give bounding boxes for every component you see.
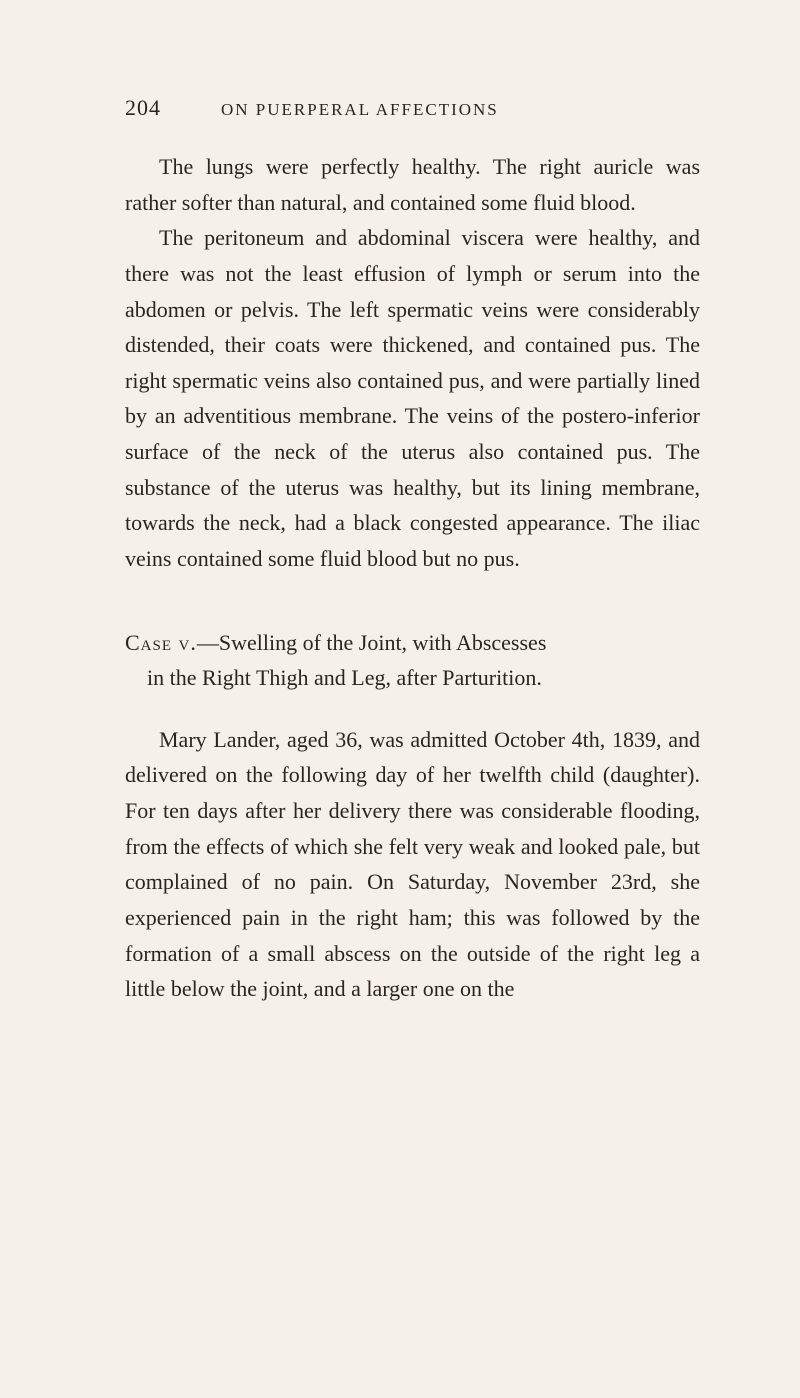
page-header: 204 ON PUERPERAL AFFECTIONS <box>125 95 700 121</box>
section-gap <box>125 577 700 595</box>
paragraph-2: The peritoneum and abdominal viscera wer… <box>125 220 700 576</box>
paragraph-3: Mary Lander, aged 36, was admitted Octob… <box>125 722 700 1007</box>
paragraph-1: The lungs were perfectly healthy. The ri… <box>125 149 700 220</box>
case-title: —Swelling of the Joint, with Abscesses <box>197 630 547 655</box>
case-label: Case v. <box>125 630 197 655</box>
page-container: 204 ON PUERPERAL AFFECTIONS The lungs we… <box>0 0 800 1067</box>
page-number: 204 <box>125 95 161 121</box>
case-title-line2: in the Right Thigh and Leg, after Partur… <box>125 660 542 696</box>
running-title: ON PUERPERAL AFFECTIONS <box>221 100 499 120</box>
body-text: The lungs were perfectly healthy. The ri… <box>125 149 700 1007</box>
case-heading: Case v.—Swelling of the Joint, with Absc… <box>125 625 700 696</box>
